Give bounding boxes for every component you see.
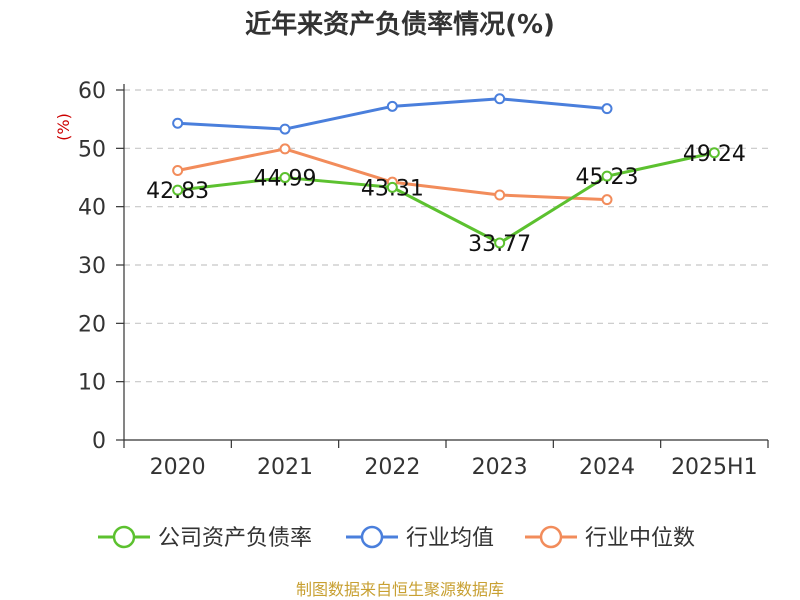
data-label: 42.83 [146,179,209,204]
x-tick-label: 2023 [472,455,528,480]
data-point [172,165,184,176]
grid-lines [124,89,768,383]
data-point [279,123,291,135]
data-label: 44.99 [254,167,317,192]
x-tick-label: 2021 [257,455,313,480]
data-label: 45.23 [576,165,639,190]
legend-label: 公司资产负债率 [158,526,312,551]
y-tick-label: 10 [78,371,106,396]
data-point [172,117,184,129]
chart-title: 近年来资产负债率情况(%) [245,9,555,40]
legend-marker [112,525,136,549]
x-tick-label: 2020 [150,455,206,480]
source-note: 制图数据来自恒生聚源数据库 [296,580,504,599]
data-point [494,237,506,249]
data-labels: 42.83 44.99 43.31 33.77 45.23 49.24 [146,142,746,257]
x-tick-label: 2025H1 [671,455,758,480]
legend: 公司资产负债率 行业均值 行业中位数 [98,525,695,551]
legend-marker [360,525,384,549]
series-line [177,151,715,245]
axes: 0 10 20 30 40 50 60 2020 2021 2022 2023 2024 2025H1 [78,79,769,480]
data-point [601,194,613,206]
y-tick-label: 30 [78,254,106,279]
data-point [172,184,184,196]
legend-label: 行业中位数 [585,526,695,551]
y-axis-label: (%) [54,113,73,141]
y-tick-label: 20 [78,312,106,337]
legend-label: 行业均值 [406,526,494,551]
data-point [708,147,720,159]
data-label: 33.77 [468,232,531,257]
data-point [601,170,613,182]
data-label: 49.24 [683,142,746,167]
y-tick-label: 50 [78,137,106,162]
data-point [494,189,506,201]
y-tick-label: 40 [78,196,106,221]
x-tick-label: 2024 [579,455,635,480]
series-lines [172,93,720,249]
data-point [279,143,291,155]
legend-marker [539,525,563,549]
data-point [386,100,398,112]
data-point [494,93,506,105]
y-tick-label: 0 [92,429,106,454]
data-point [601,103,613,115]
data-point [279,172,291,184]
data-point [386,181,398,193]
data-label: 43.31 [361,176,424,201]
y-tick-label: 60 [78,79,106,104]
x-tick-label: 2022 [364,455,420,480]
